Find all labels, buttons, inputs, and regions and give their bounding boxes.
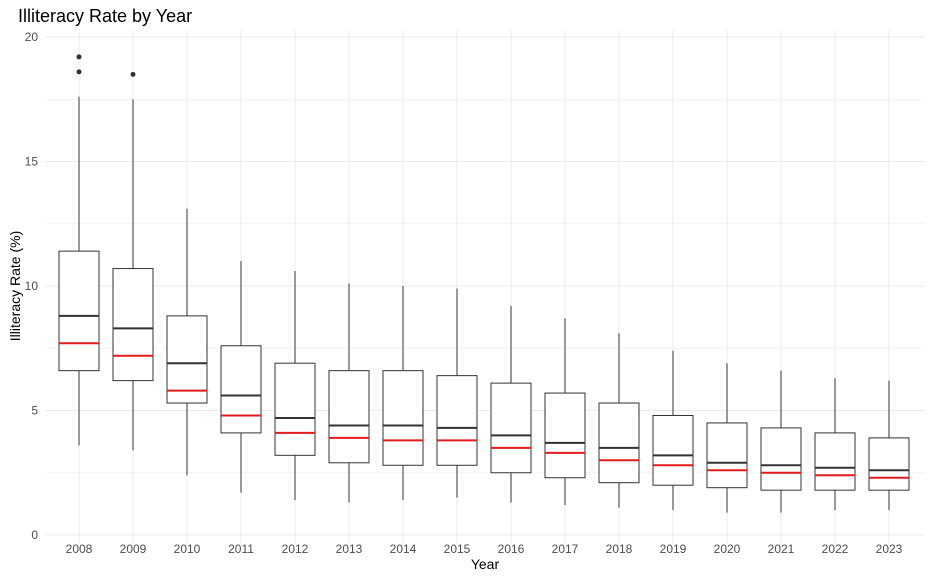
box-2017 (544, 318, 586, 506)
box-2019 (652, 350, 694, 511)
y-axis-ticks: 0 5 10 15 20 (25, 30, 39, 542)
box-series (58, 54, 910, 513)
y-tick-label: 15 (25, 155, 39, 169)
box-iqr (436, 375, 478, 466)
y-tick-label: 0 (31, 528, 38, 542)
box-iqr (490, 382, 532, 474)
x-axis-title: Year (471, 556, 500, 572)
x-tick-label: 2009 (120, 542, 147, 556)
box-iqr (706, 422, 748, 489)
box-iqr (598, 402, 640, 484)
x-tick-label: 2019 (660, 542, 687, 556)
x-tick-label: 2012 (282, 542, 309, 556)
x-tick-label: 2017 (552, 542, 579, 556)
box-2013 (328, 283, 370, 503)
box-iqr (760, 427, 802, 491)
outlier-point (76, 54, 82, 60)
x-tick-label: 2008 (66, 542, 93, 556)
box-2015 (436, 288, 478, 498)
box-iqr (652, 414, 694, 486)
chart-title: Illiteracy Rate by Year (18, 6, 192, 26)
y-tick-label: 10 (25, 279, 39, 293)
box-2018 (598, 333, 640, 508)
box-2020 (706, 363, 748, 513)
box-iqr (328, 370, 370, 464)
outlier-point (76, 69, 82, 75)
x-tick-label: 2023 (876, 542, 903, 556)
x-tick-label: 2021 (768, 542, 795, 556)
box-iqr (166, 315, 208, 404)
x-tick-label: 2022 (822, 542, 849, 556)
box-2010 (166, 208, 208, 476)
x-tick-label: 2020 (714, 542, 741, 556)
x-tick-label: 2015 (444, 542, 471, 556)
box-2008 (58, 54, 100, 446)
x-tick-label: 2014 (390, 542, 417, 556)
box-iqr (868, 437, 910, 491)
y-tick-label: 5 (31, 404, 38, 418)
box-2023 (868, 380, 910, 511)
y-tick-label: 20 (25, 30, 39, 44)
box-2011 (220, 261, 262, 493)
box-iqr (112, 268, 154, 382)
box-2022 (814, 378, 856, 511)
y-axis-title: Illiteracy Rate (%) (7, 231, 23, 341)
box-iqr (274, 362, 316, 456)
x-tick-label: 2013 (336, 542, 363, 556)
box-iqr (544, 392, 586, 479)
box-iqr (382, 370, 424, 466)
box-iqr (814, 432, 856, 491)
x-tick-label: 2010 (174, 542, 201, 556)
box-2014 (382, 286, 424, 501)
x-tick-label: 2018 (606, 542, 633, 556)
box-2012 (274, 271, 316, 501)
box-2021 (760, 370, 802, 513)
box-iqr (220, 345, 262, 434)
x-tick-label: 2016 (498, 542, 525, 556)
x-axis-ticks: 2008 2009 2010 2011 2012 2013 2014 2015 2016 2017… (66, 542, 903, 556)
outlier-point (130, 71, 136, 77)
box-iqr (58, 250, 100, 372)
box-2016 (490, 305, 532, 503)
box-2009 (112, 71, 154, 451)
x-tick-label: 2011 (228, 542, 254, 556)
